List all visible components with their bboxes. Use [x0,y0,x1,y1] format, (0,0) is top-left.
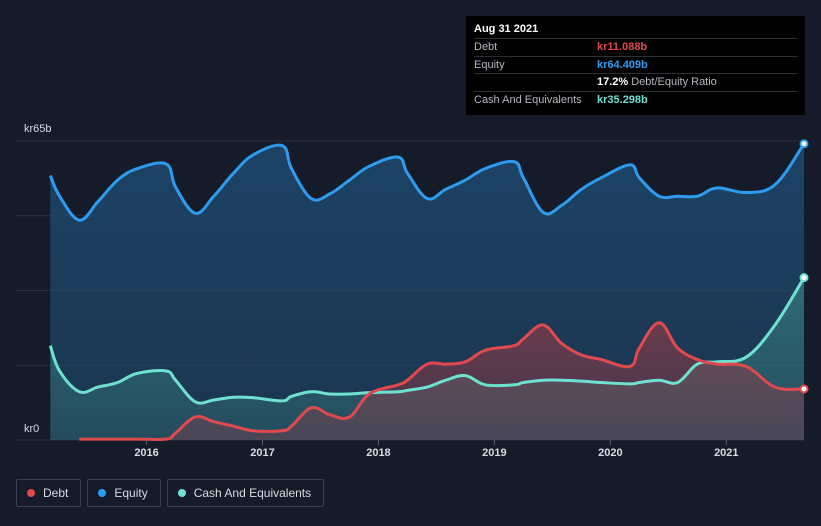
tooltip-row-cash: Cash And Equivalents kr35.298b [474,92,797,109]
x-tick-label: 2017 [250,447,274,459]
legend-label: Cash And Equivalents [193,486,312,500]
chart-markers [799,139,809,394]
legend-item-cash[interactable]: Cash And Equivalents [166,479,325,507]
hover-tooltip: Aug 31 2021 Debt kr11.088b Equity kr64.4… [466,16,805,115]
chart-legend: Debt Equity Cash And Equivalents [16,479,325,507]
end-marker-equity [799,139,809,149]
x-tick-label: 2021 [714,447,738,459]
end-marker-cash-and-equivalents [799,273,809,283]
tooltip-date: Aug 31 2021 [474,20,797,39]
legend-label: Debt [43,486,69,500]
x-axis-ticks: 2016 2017 2018 2019 2020 2021 [134,440,739,459]
tooltip-row-equity: Equity kr64.409b [474,57,797,74]
line-debt [79,321,805,442]
legend-item-debt[interactable]: Debt [16,479,82,507]
tooltip-row-ratio: 17.2% Debt/Equity Ratio [474,74,797,92]
y-axis-top-label: kr65b [24,123,52,135]
end-marker-debt [799,384,809,394]
line-cash-and-equivalents [48,276,806,405]
x-tick-label: 2018 [366,447,390,459]
tooltip-label: Equity [474,58,505,71]
x-tick-label: 2016 [134,447,158,459]
chart-lines [48,142,806,442]
legend-dot-icon [177,489,186,497]
legend-label: Equity [114,486,148,500]
tooltip-row-debt: Debt kr11.088b [474,39,797,57]
tooltip-value: kr64.409b [597,58,648,71]
tooltip-value: kr35.298b [597,93,648,106]
tooltip-value: kr11.088b [597,41,648,53]
legend-item-equity[interactable]: Equity [87,479,161,507]
y-axis-bottom-label: kr0 [24,423,39,435]
tooltip-label: Debt [474,41,498,53]
chart-areas [50,143,804,440]
x-tick-label: 2019 [482,447,506,459]
legend-dot-icon [98,489,107,497]
tooltip-subtext: Debt/Equity Ratio [631,76,717,88]
legend-dot-icon [27,489,35,497]
tooltip-label: Cash And Equivalents [474,93,582,106]
x-tick-label: 2020 [598,447,622,459]
tooltip-value: 17.2% [597,76,629,88]
line-equity [48,142,806,222]
tooltip-label [474,74,597,91]
